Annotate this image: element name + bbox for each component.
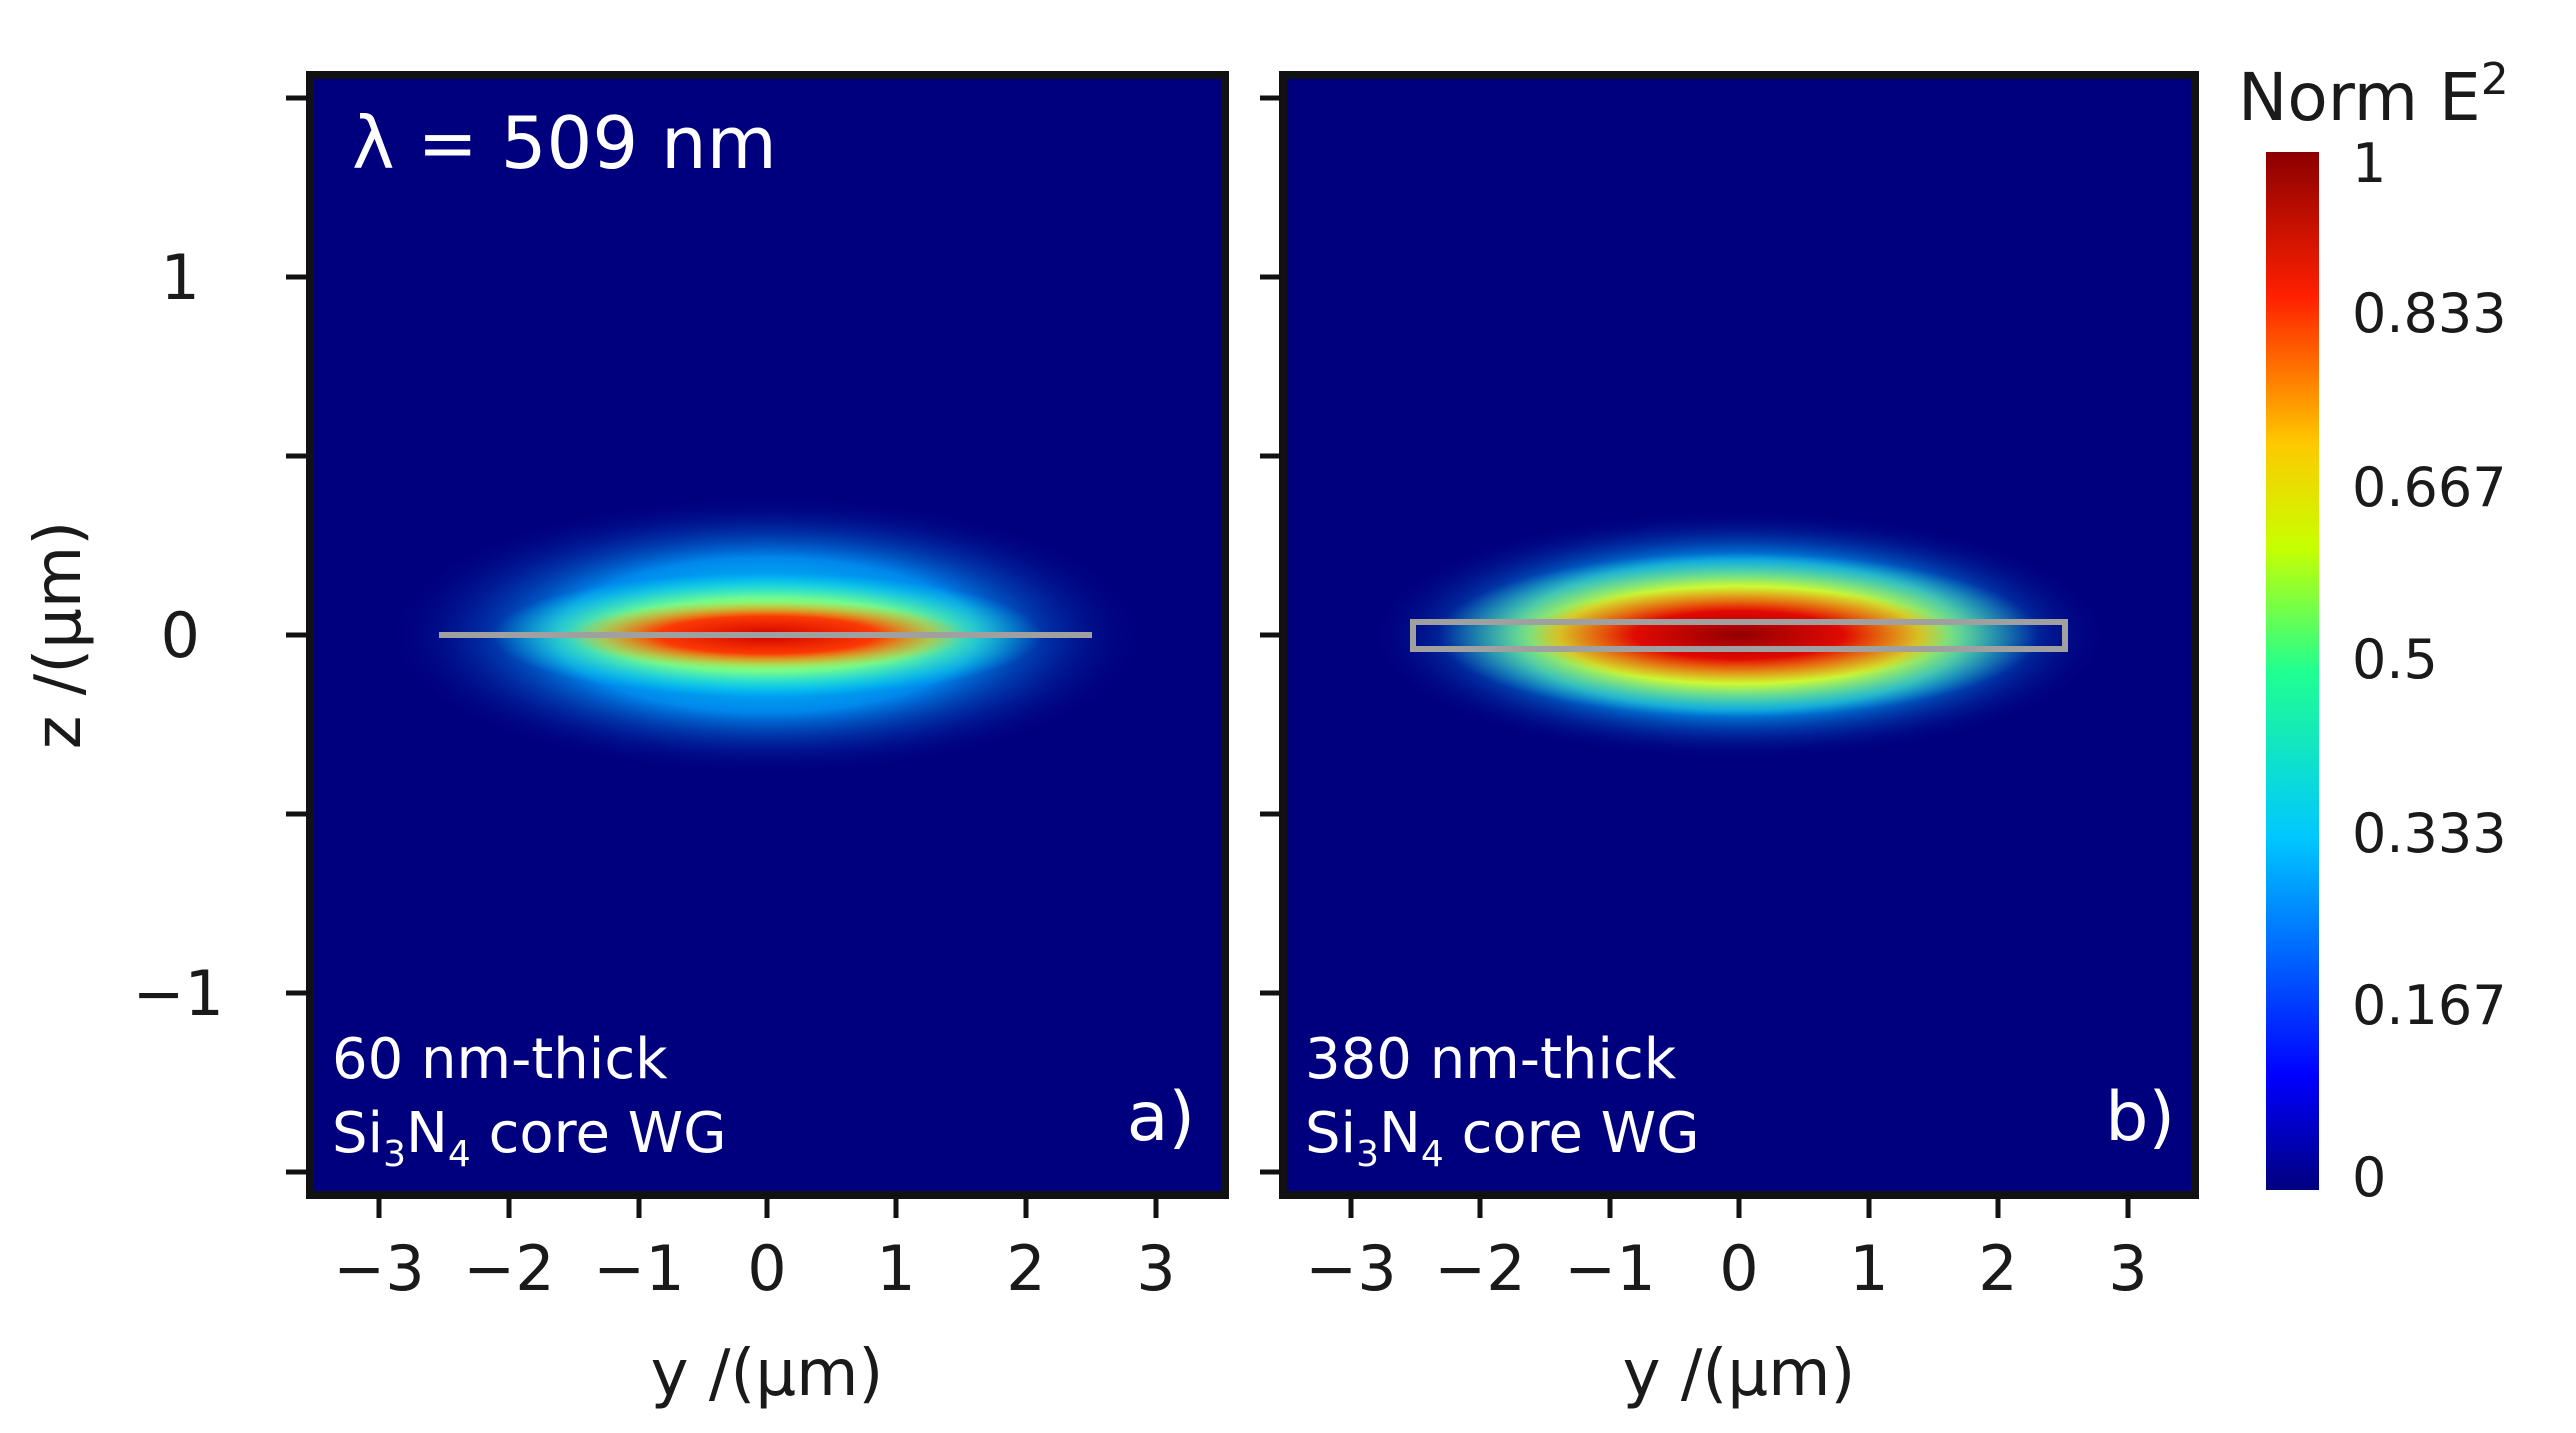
cbar-tick-0.167: 0.167 (2352, 974, 2507, 1037)
b-x-tick-label-3: 3 (2108, 1232, 2147, 1305)
x-tick-label-3: 3 (1136, 1232, 1175, 1305)
b-x-tick-label-1: 1 (1849, 1232, 1888, 1305)
b-x-tick-label--3: −3 (1305, 1232, 1396, 1305)
panel-b-thickness-label: 380 nm-thick (1305, 1027, 1677, 1092)
sub-3: 3 (1356, 1134, 1379, 1175)
panel-a-label: a) (1127, 1078, 1195, 1157)
panel-b-y-ticks (1260, 95, 1283, 1175)
n-text: N (1379, 1101, 1421, 1166)
cbar-tick-0: 0 (2352, 1146, 2386, 1209)
y-tick-label-1: 1 (161, 241, 200, 314)
b-x-tick-label--2: −2 (1434, 1232, 1525, 1305)
x-tick-label-2: 2 (1006, 1232, 1045, 1305)
x-tick-label--2: −2 (463, 1232, 554, 1305)
b-x-tick-label-0: 0 (1719, 1232, 1758, 1305)
x-tick-label--1: −1 (593, 1232, 684, 1305)
x-tick-label-1: 1 (876, 1232, 915, 1305)
panel-a: 1 0 −1 z /(µm) −3 −2 −1 0 1 2 3 y /(µm) … (22, 71, 1229, 1411)
b-x-tick-label--1: −1 (1564, 1232, 1655, 1305)
y-axis-title: z /(µm) (22, 521, 96, 750)
b-x-tick-label-2: 2 (1978, 1232, 2017, 1305)
cbar-tick-0.5: 0.5 (2352, 628, 2438, 691)
colorbar-title-main: Norm E (2238, 59, 2481, 136)
panel-b-field-inner (1529, 587, 1949, 683)
y-tick-label-0: 0 (161, 599, 200, 672)
panel-a-thickness-label: 60 nm-thick (332, 1027, 668, 1092)
panel-b-x-ticks (1348, 1195, 2131, 1218)
panel-b-x-axis-title: y /(µm) (1623, 1337, 1856, 1411)
sub-4: 4 (1421, 1134, 1444, 1175)
colorbar-title-sup: 2 (2481, 54, 2509, 105)
sub-3: 3 (383, 1134, 406, 1175)
x-tick-label-0: 0 (747, 1232, 786, 1305)
colorbar: Norm E2 1 0.833 0.667 0.5 0.333 0.167 0 (2238, 54, 2509, 1209)
panel-a-core-label: Si3N4 core WG (332, 1101, 726, 1175)
core-wg-text: core WG (1444, 1101, 1700, 1166)
cbar-tick-0.833: 0.833 (2352, 282, 2507, 345)
si-text: Si (332, 1101, 383, 1166)
panel-b-waveguide-core (1410, 619, 2068, 652)
panel-a-x-axis-title: y /(µm) (651, 1337, 884, 1411)
cbar-tick-1: 1 (2352, 132, 2386, 195)
sub-4: 4 (448, 1134, 471, 1175)
core-wg-text: core WG (471, 1101, 727, 1166)
y-tick-label--1: −1 (133, 957, 224, 1030)
colorbar-gradient (2266, 152, 2319, 1190)
n-text: N (406, 1101, 448, 1166)
panel-b-label: b) (2105, 1078, 2175, 1157)
x-tick-label--3: −3 (333, 1232, 424, 1305)
wavelength-label: λ = 509 nm (352, 101, 777, 185)
panel-a-x-ticks (376, 1195, 1159, 1218)
colorbar-title: Norm E2 (2238, 54, 2509, 136)
panel-b: −3 −2 −1 0 1 2 3 y /(µm) 380 nm-thick Si… (1260, 71, 2199, 1411)
panel-a-y-ticks (286, 95, 310, 1175)
cbar-tick-0.333: 0.333 (2352, 802, 2507, 865)
cbar-tick-0.667: 0.667 (2352, 456, 2507, 519)
panel-b-core-label: Si3N4 core WG (1305, 1101, 1699, 1175)
si-text: Si (1305, 1101, 1356, 1166)
